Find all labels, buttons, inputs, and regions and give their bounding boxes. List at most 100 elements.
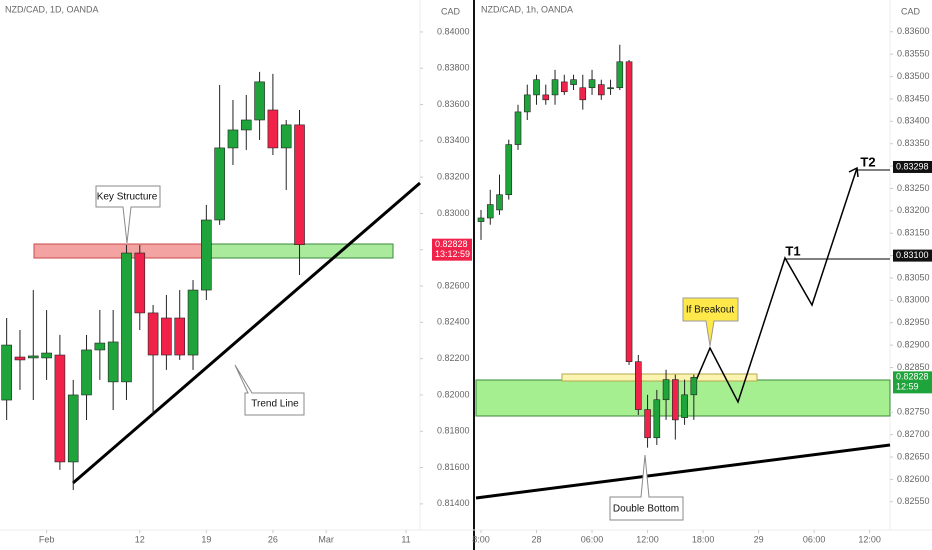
x-tick-label: 18:00: [692, 534, 715, 544]
last-price-label: 0.82828: [435, 239, 468, 249]
x-tick-label: 8:00: [472, 534, 490, 544]
candle-body: [570, 79, 577, 85]
candle-body: [607, 87, 614, 90]
y-tick-label: 0.82650: [897, 451, 930, 461]
y-tick-label: 0.82000: [437, 389, 470, 399]
candle-body: [505, 144, 513, 196]
trend-line: [475, 443, 891, 500]
candle-body: [94, 342, 106, 351]
y-tick-label: 0.84000: [437, 26, 470, 36]
candle-body: [690, 377, 698, 396]
candle-body: [161, 317, 172, 356]
y-tick-label: 0.83450: [897, 93, 930, 103]
y-tick-label: 0.82200: [437, 353, 470, 363]
y-tick-label: 0.82950: [897, 317, 930, 327]
candle-body: [201, 219, 212, 291]
candle-body: [560, 81, 568, 93]
candle-body: [514, 111, 522, 145]
x-tick-label: 12: [135, 534, 145, 544]
callout-box: [609, 454, 684, 521]
y-tick-label: 0.83550: [897, 49, 930, 59]
target-label: T1: [785, 243, 800, 258]
y-tick-label: 0.81600: [437, 462, 470, 472]
annotation: Double Bottom: [613, 504, 679, 515]
candle-body: [653, 399, 661, 439]
y-tick-label: 0.83150: [897, 228, 930, 238]
candle-body: [625, 61, 633, 362]
y-tick-label: 0.83400: [437, 135, 470, 145]
candle-body: [147, 312, 159, 356]
callouts: Key Structure Trend Line If Breakout Dou…: [95, 154, 876, 521]
candle-body: [81, 349, 92, 396]
candle-body: [1, 344, 12, 401]
currency: CAD: [441, 6, 461, 16]
x-tick-label: 26: [268, 534, 278, 544]
x-tick-label: 12:00: [636, 534, 659, 544]
y-tick-label: 0.83400: [897, 116, 930, 126]
candle-body: [280, 124, 292, 149]
candle-body: [477, 217, 485, 222]
chart-title: NZD/CAD, 1h, OANDA: [481, 4, 573, 14]
candle-body: [107, 341, 119, 383]
x-tick-label: 19: [201, 534, 211, 544]
y-tick-label: 0.83800: [437, 63, 470, 73]
candle-body: [27, 355, 39, 359]
x-tick-label: 12:00: [858, 534, 881, 544]
y-tick-label: 0.82600: [437, 280, 470, 290]
last-price-tag: [432, 238, 472, 261]
y-tick-label: 0.81400: [437, 498, 470, 508]
arrow-head: [848, 166, 859, 178]
x-tick-label: Mar: [318, 534, 334, 544]
candle-body: [523, 94, 531, 113]
last-price-label: 0.82828: [896, 372, 929, 382]
candle-body: [672, 379, 679, 421]
y-tick-label: 0.83200: [897, 205, 930, 215]
candle-body: [41, 352, 52, 359]
last-price-tag: [893, 371, 932, 394]
candle-body: [588, 79, 596, 89]
y-tick-label: 0.83000: [897, 295, 930, 305]
candle-body: [579, 87, 587, 101]
callout-box: [682, 297, 739, 347]
y-tick-label: 0.82550: [897, 496, 930, 506]
candle-body: [174, 317, 186, 356]
x-tick-label: 29: [754, 534, 764, 544]
candle-body: [214, 147, 225, 221]
y-tick-label: 0.83000: [437, 208, 470, 218]
y-tick-label: 0.81800: [437, 426, 470, 436]
candle-body: [54, 354, 66, 463]
y-tick-label: 0.83600: [437, 99, 470, 109]
candle-body: [551, 79, 559, 96]
y-tick-label: 0.83350: [897, 138, 930, 148]
x-tick-label: 06:00: [581, 534, 604, 544]
annotation: Key Structure: [97, 192, 158, 203]
y-tick-label: 0.82850: [897, 362, 930, 372]
countdown: 12:59: [896, 382, 919, 392]
candle-body: [681, 394, 688, 418]
y-tick-label: 0.82750: [897, 407, 930, 417]
candle-body: [486, 204, 494, 219]
candle-body: [267, 109, 279, 149]
y-tick-label: 0.82900: [897, 340, 930, 350]
candle-body: [240, 119, 252, 131]
y-tick-label: 0.82400: [437, 317, 470, 327]
candle-body: [542, 94, 550, 101]
breakout-zone: [561, 373, 758, 382]
candle-body: [254, 81, 265, 121]
target-label: T2: [860, 154, 875, 169]
candles: [1, 44, 698, 491]
y-tick-label: 0.83600: [897, 26, 930, 36]
candle-body: [597, 84, 605, 96]
demand-zone: [204, 243, 394, 259]
annotation: Trend Line: [251, 399, 299, 410]
callout-box: [234, 364, 305, 416]
y-tick-label: 0.83200: [437, 172, 470, 182]
annotation: If Breakout: [686, 305, 735, 316]
y-tick-label: 0.83050: [897, 272, 930, 282]
candle-body: [294, 124, 305, 245]
candle-body: [496, 194, 503, 211]
x-tick-label: 06:00: [803, 534, 826, 544]
y-tick-label: 0.82700: [897, 429, 930, 439]
price-tag: [893, 249, 932, 262]
